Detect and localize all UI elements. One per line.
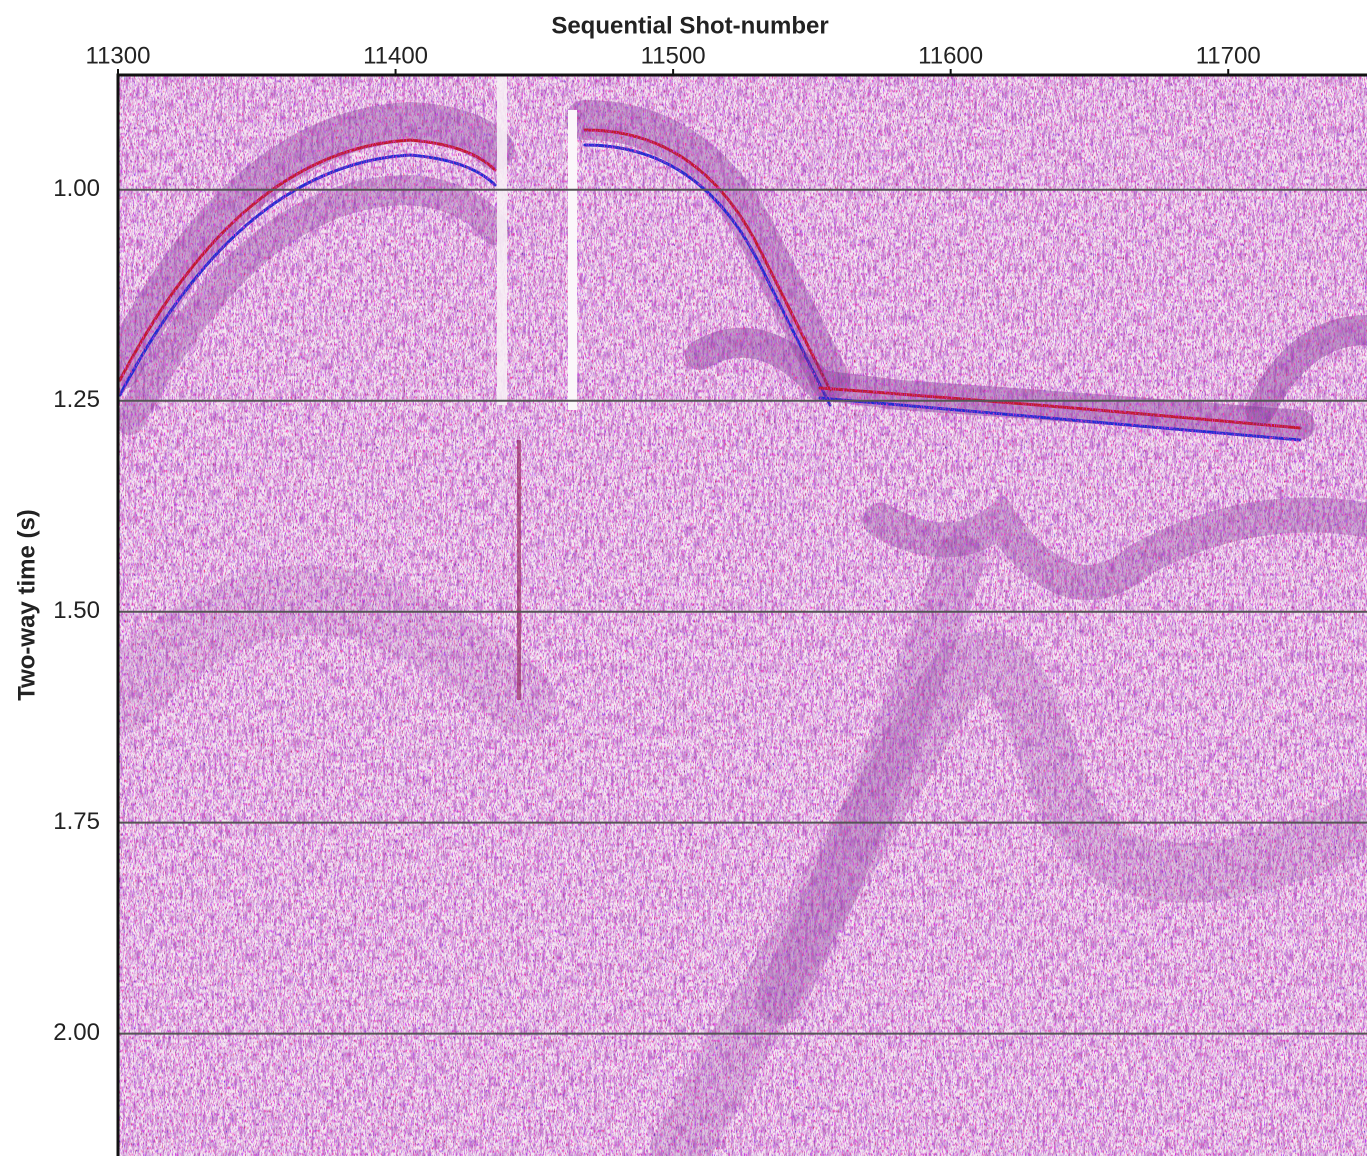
chart: 11300 11400 11500 11600 11700 1.00 1.25 1.50 1.7… [0, 0, 1367, 1156]
y-tick-label: 1.50 [53, 597, 100, 624]
y-axis-title: Two-way time (s) [13, 509, 40, 701]
x-tick-label: 11300 [86, 42, 151, 69]
x-tick-label: 11500 [641, 42, 706, 69]
x-axis-title: Sequential Shot-number [551, 12, 828, 39]
x-tick-label: 11600 [918, 42, 983, 69]
seismic-image [118, 75, 1367, 1156]
x-tick-label: 11400 [363, 42, 428, 69]
y-tick-label: 1.00 [53, 175, 100, 202]
x-tick-label: 11700 [1196, 42, 1261, 69]
y-tick-label: 2.00 [53, 1019, 100, 1046]
y-tick-label: 1.75 [53, 808, 100, 835]
y-tick-label: 1.25 [53, 386, 100, 413]
